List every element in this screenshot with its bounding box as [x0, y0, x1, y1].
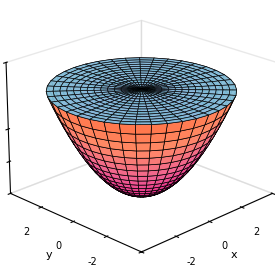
Y-axis label: y: y [46, 250, 52, 260]
X-axis label: x: x [230, 250, 237, 260]
